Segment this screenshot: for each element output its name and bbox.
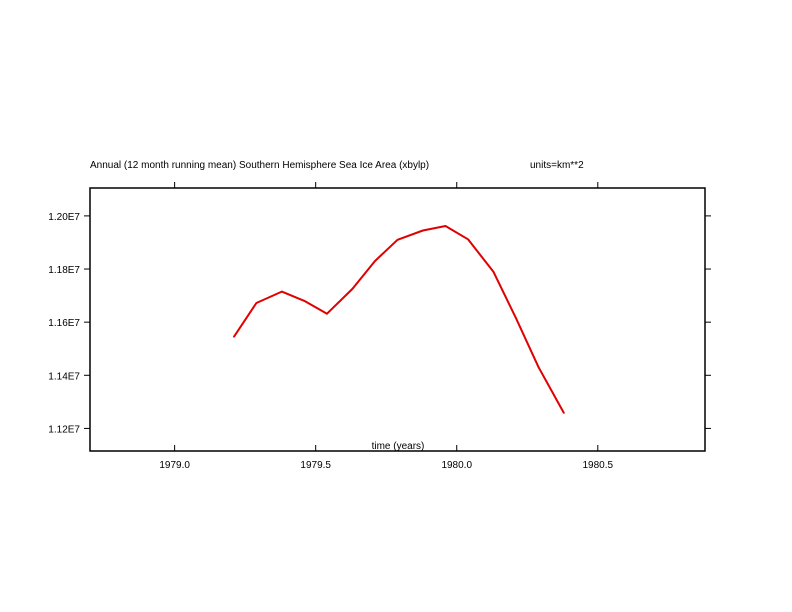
y-axis: 1.12E7 1.14E7 1.16E7 1.18E7 1.20E7: [48, 212, 711, 435]
data-point: [563, 412, 565, 414]
data-point: [374, 260, 376, 262]
x-axis-label: time (years): [372, 441, 425, 452]
y-tick-label: 1.20E7: [48, 212, 80, 223]
data-point: [326, 312, 328, 315]
plot-frame: [89, 187, 706, 452]
chart-title: Annual (12 month running mean) Southern …: [90, 160, 429, 171]
data-point: [444, 225, 447, 227]
data-point: [515, 317, 517, 319]
x-tick-label: 1980.5: [583, 460, 614, 471]
chart-units: units=km**2: [530, 160, 584, 171]
x-tick-label: 1980.0: [441, 460, 472, 471]
y-tick-label: 1.14E7: [48, 371, 80, 382]
y-tick-label: 1.16E7: [48, 318, 80, 329]
data-point: [351, 288, 354, 290]
data-point: [281, 290, 283, 293]
data-point: [467, 238, 469, 241]
data-point: [492, 270, 495, 273]
data-point: [255, 302, 258, 304]
y-tick-label: 1.18E7: [48, 265, 80, 276]
x-tick-label: 1979.5: [300, 460, 331, 471]
x-axis: 1979.0 1979.5 1980.0 1980.5: [159, 182, 614, 471]
series-layer: [233, 225, 565, 414]
series-line: [233, 225, 565, 414]
x-tick-label: 1979.0: [159, 460, 190, 471]
data-point: [396, 239, 399, 241]
data-point: [233, 335, 235, 338]
data-point: [422, 229, 424, 232]
data-point: [303, 300, 306, 302]
y-tick-label: 1.12E7: [48, 424, 80, 435]
data-point: [537, 366, 540, 369]
